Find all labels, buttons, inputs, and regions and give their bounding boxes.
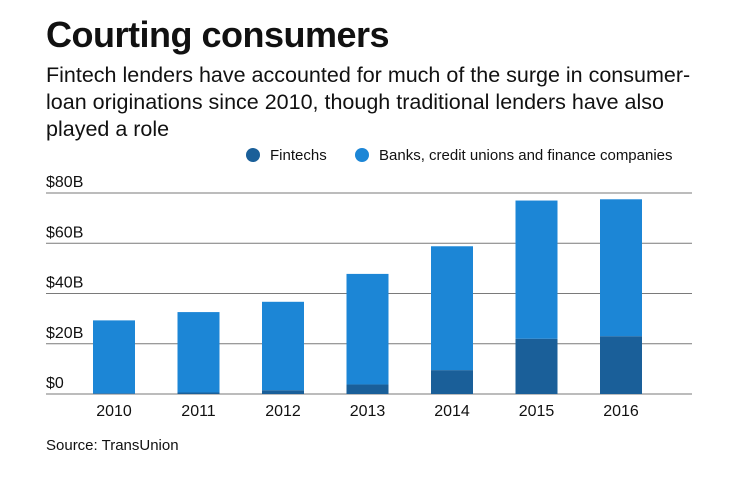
bars bbox=[93, 199, 642, 394]
x-tick-label: 2010 bbox=[96, 403, 132, 420]
x-tick-label: 2013 bbox=[350, 403, 386, 420]
y-tick-label: $60B bbox=[46, 224, 83, 241]
bar-fintechs-2012 bbox=[262, 390, 304, 394]
bar-fintechs-2016 bbox=[600, 336, 642, 394]
legend-swatch-fintechs bbox=[246, 148, 260, 162]
y-tick-label: $20B bbox=[46, 325, 83, 342]
x-axis-tick-labels: 2010 2011 2012 2013 2014 2015 2016 bbox=[96, 403, 639, 420]
legend: Fintechs Banks, credit unions and finance… bbox=[246, 147, 673, 164]
bar-banks-2010 bbox=[93, 320, 135, 394]
bar-fintechs-2010 bbox=[93, 393, 135, 394]
bar-fintechs-2014 bbox=[431, 370, 473, 394]
x-tick-label: 2012 bbox=[265, 403, 301, 420]
x-tick-label: 2015 bbox=[519, 403, 555, 420]
bar-fintechs-2015 bbox=[515, 338, 558, 394]
bar-banks-2014 bbox=[431, 246, 473, 371]
x-tick-label: 2014 bbox=[434, 403, 470, 420]
x-tick-label: 2011 bbox=[181, 403, 216, 420]
bar-fintechs-2011 bbox=[177, 392, 220, 394]
legend-label-fintechs: Fintechs bbox=[270, 147, 327, 164]
bar-fintechs-2013 bbox=[346, 384, 389, 394]
bar-banks-2011 bbox=[177, 312, 220, 393]
legend-label-banks: Banks, credit unions and finance compani… bbox=[379, 147, 673, 164]
legend-swatch-banks bbox=[355, 148, 369, 162]
source-note: Source: TransUnion bbox=[46, 437, 179, 454]
bar-banks-2012 bbox=[262, 301, 304, 391]
chart-title: Courting consumers bbox=[46, 14, 390, 55]
x-tick-label: 2016 bbox=[603, 403, 639, 420]
bar-banks-2015 bbox=[515, 200, 558, 339]
bar-banks-2013 bbox=[346, 273, 389, 385]
chart-subtitle: Fintech lenders have accounted for much … bbox=[46, 63, 691, 141]
y-tick-label: $80B bbox=[46, 174, 83, 191]
bar-banks-2016 bbox=[600, 199, 642, 337]
y-axis-tick-labels: $0 $20B $40B $60B $80B bbox=[46, 174, 83, 392]
y-tick-label: $0 bbox=[46, 375, 64, 392]
y-tick-label: $40B bbox=[46, 275, 83, 292]
